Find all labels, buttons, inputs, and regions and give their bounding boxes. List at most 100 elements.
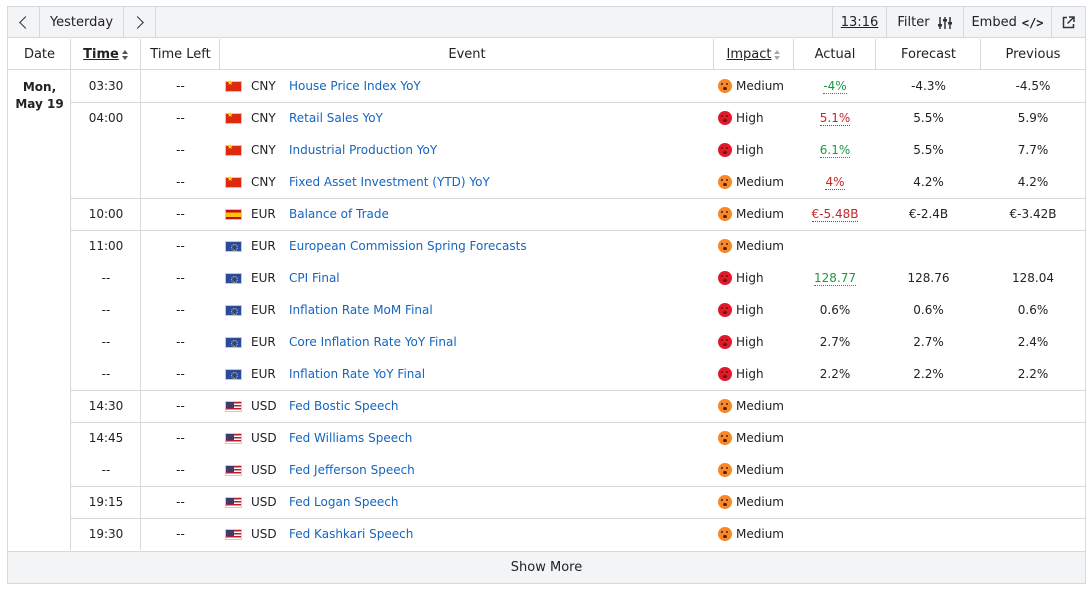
event-link[interactable]: Fed Jefferson Speech	[289, 463, 415, 477]
time-left-cell: --	[176, 143, 185, 157]
previous-cell: 128.04	[1012, 271, 1054, 285]
embed-button[interactable]: Embed </>	[964, 7, 1051, 38]
flag-eu-icon	[225, 240, 242, 252]
impact-cell: High	[718, 326, 794, 358]
filter-button[interactable]: Filter	[887, 7, 963, 38]
table-row: 14:30 -- USD Fed Bostic Speech Medium	[8, 390, 1085, 422]
impact-high-icon	[718, 271, 732, 285]
time-cell: 19:30	[88, 527, 124, 541]
currency-cell: USD	[251, 463, 277, 477]
actual-cell: 5.1%	[819, 110, 851, 126]
flag-us-icon	[225, 432, 242, 444]
event-link[interactable]: Fed Logan Speech	[289, 495, 399, 509]
column-header-date: Date	[23, 47, 56, 62]
table-row: 14:45 -- USD Fed Williams Speech Medium	[8, 422, 1085, 454]
toolbar-divider	[155, 7, 156, 38]
toolbar-divider	[1051, 7, 1052, 38]
forecast-cell: €-2.4B	[908, 207, 949, 221]
time-left-cell: --	[176, 367, 185, 381]
flag-cell	[225, 70, 243, 102]
flag-cn-icon	[225, 143, 242, 156]
actual-cell: 0.6%	[819, 303, 851, 317]
table-row: -- CNY Industrial Production YoY High 6.1% 5.…	[8, 134, 1085, 166]
column-header-impact[interactable]: Impact	[714, 39, 794, 70]
forecast-cell: 0.6%	[913, 303, 944, 317]
column-header-forecast: Forecast	[900, 47, 956, 62]
open-external-button[interactable]	[1052, 7, 1085, 38]
table-row: 11:00 -- EUR European Commission Spring For…	[8, 230, 1085, 262]
event-link[interactable]: House Price Index YoY	[289, 79, 421, 93]
impact-cell: Medium	[718, 454, 794, 486]
event-link[interactable]: Retail Sales YoY	[289, 111, 383, 125]
actual-cell: 2.2%	[819, 367, 851, 381]
event-link[interactable]: European Commission Spring Forecasts	[289, 239, 527, 253]
next-day-button[interactable]	[124, 7, 155, 38]
impact-cell: High	[718, 294, 794, 326]
column-divider	[713, 39, 714, 70]
table-row: 03:30 -- CNY House Price Index YoY Medium -4%…	[8, 70, 1085, 102]
event-link[interactable]: Fed Bostic Speech	[289, 399, 399, 413]
event-link[interactable]: Inflation Rate YoY Final	[289, 367, 426, 381]
column-divider	[70, 39, 71, 70]
column-header-time[interactable]: Time	[71, 39, 141, 70]
toolbar-divider	[832, 7, 833, 38]
forecast-cell	[876, 390, 981, 422]
impact-cell: Medium	[718, 70, 794, 102]
event-link[interactable]: Industrial Production YoY	[289, 143, 438, 157]
column-divider	[219, 39, 220, 70]
currency-cell: EUR	[251, 239, 276, 253]
date-cell: Mon, May 19	[8, 70, 71, 113]
impact-cell: Medium	[718, 486, 794, 518]
event-link[interactable]: CPI Final	[289, 271, 340, 285]
time-cell: 11:00	[88, 239, 124, 253]
group-divider	[71, 422, 1085, 423]
table-body: Mon, May 19 03:30 -- CNY House Price Index …	[8, 70, 1085, 550]
table-row: -- -- USD Fed Jefferson Speech Medium	[8, 454, 1085, 486]
flag-us-icon	[225, 496, 242, 508]
event-link[interactable]: Fed Kashkari Speech	[289, 527, 414, 541]
currency-cell: EUR	[251, 367, 276, 381]
forecast-cell: 4.2%	[913, 175, 944, 189]
actual-cell	[794, 518, 876, 550]
event-link[interactable]: Inflation Rate MoM Final	[289, 303, 433, 317]
column-header-previous: Previous	[1005, 47, 1061, 62]
event-link[interactable]: Balance of Trade	[289, 207, 389, 221]
time-setting-button[interactable]: 13:16	[833, 7, 886, 38]
table-row: 19:15 -- USD Fed Logan Speech Medium	[8, 486, 1085, 518]
show-more-button[interactable]: Show More	[8, 551, 1085, 583]
current-time-link[interactable]: 13:16	[840, 15, 879, 30]
sort-icon	[774, 49, 781, 60]
impact-cell: Medium	[718, 422, 794, 454]
time-left-cell: --	[176, 303, 185, 317]
flag-cell	[225, 102, 243, 134]
group-divider	[71, 198, 1085, 199]
currency-cell: EUR	[251, 271, 276, 285]
time-left-cell: --	[176, 111, 185, 125]
currency-cell: USD	[251, 399, 277, 413]
time-left-cell: --	[176, 207, 185, 221]
forecast-cell: 128.76	[907, 271, 950, 285]
day-selector[interactable]: Yesterday	[49, 15, 114, 30]
impact-cell: Medium	[718, 518, 794, 550]
flag-cn-icon	[225, 111, 242, 124]
column-header-actual: Actual	[814, 47, 856, 62]
flag-cell	[225, 166, 243, 198]
event-link[interactable]: Fed Williams Speech	[289, 431, 413, 445]
date-day: May 19	[15, 97, 64, 111]
actual-cell: 128.77	[814, 270, 856, 286]
flag-eu-icon	[225, 304, 242, 316]
impact-medium-icon	[718, 431, 732, 445]
embed-label: Embed	[971, 15, 1017, 30]
flag-cn-icon	[225, 175, 242, 188]
event-link[interactable]: Core Inflation Rate YoY Final	[289, 335, 457, 349]
event-link[interactable]: Fixed Asset Investment (YTD) YoY	[289, 175, 490, 189]
impact-cell: High	[718, 262, 794, 294]
flag-cell	[225, 358, 243, 390]
currency-cell: EUR	[251, 303, 276, 317]
group-divider	[71, 486, 1085, 487]
table-row: 04:00 -- CNY Retail Sales YoY High 5.1% 5.5% 5.…	[8, 102, 1085, 134]
flag-cell	[225, 486, 243, 518]
previous-day-button[interactable]	[8, 7, 39, 38]
forecast-cell	[876, 230, 981, 262]
column-divider	[875, 39, 876, 70]
